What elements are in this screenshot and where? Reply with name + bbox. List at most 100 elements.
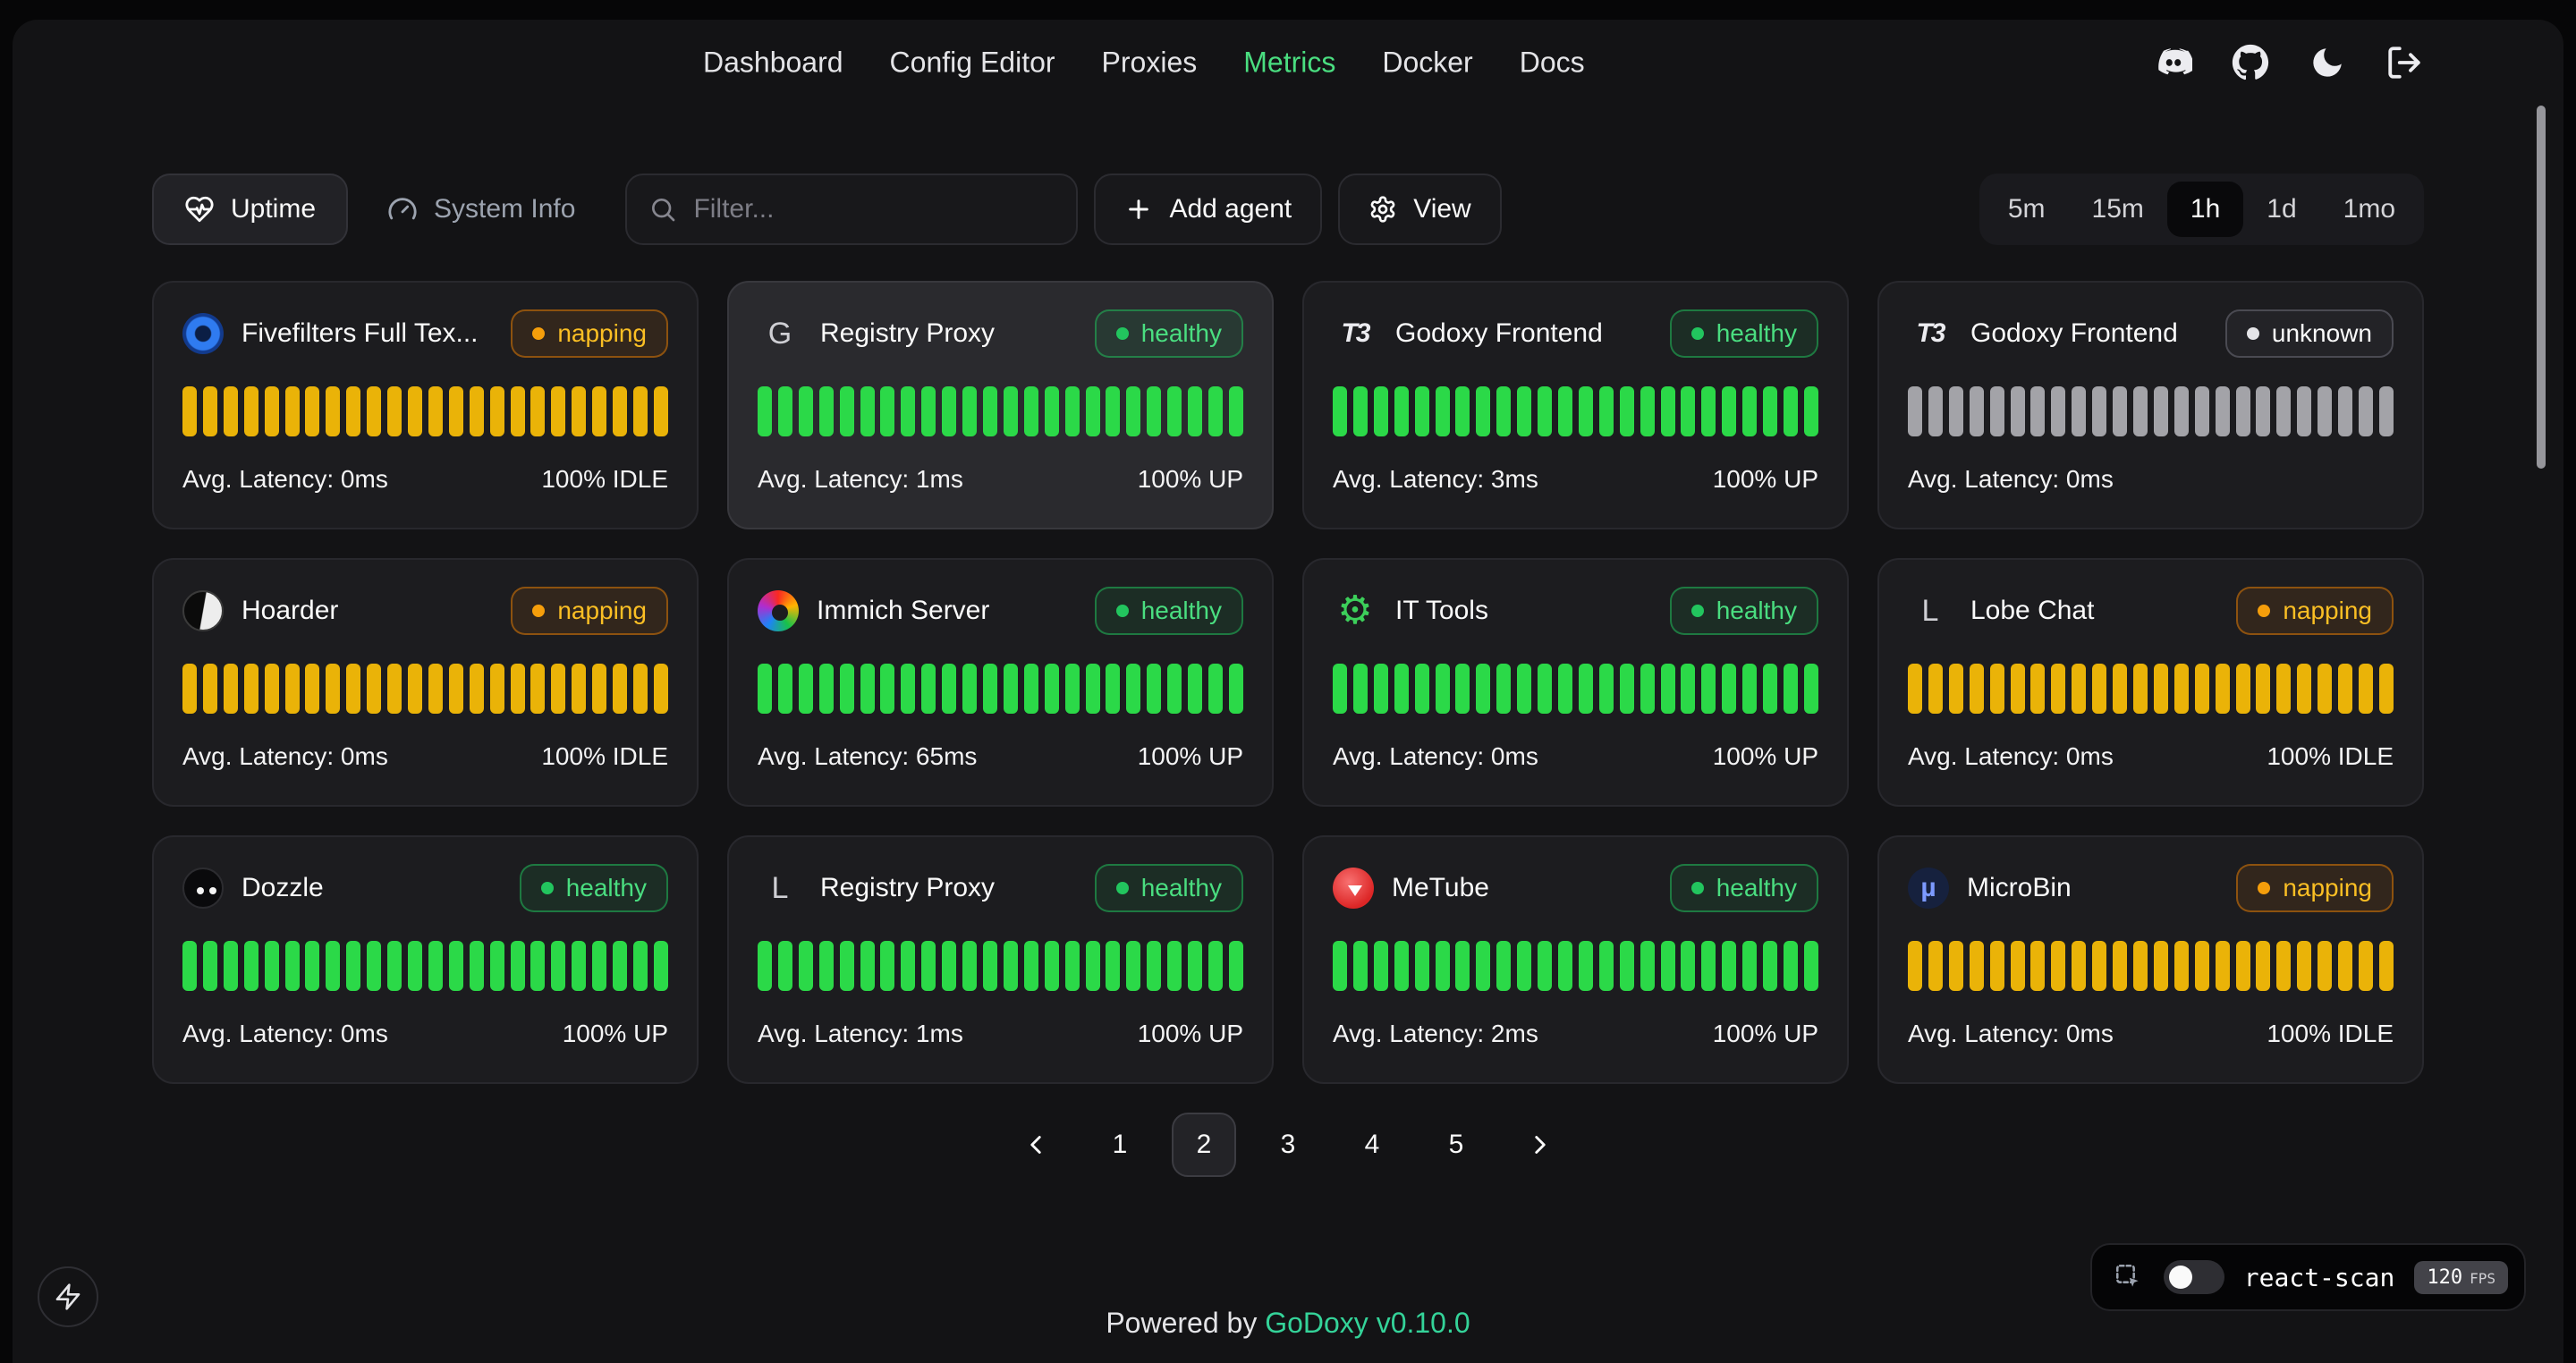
service-name: Godoxy Frontend xyxy=(1970,318,2178,348)
it-tools-logo: ⚙ xyxy=(1337,588,1373,632)
service-card-metube[interactable]: MeTube healthy Avg. Latency: 2ms 100% UP xyxy=(1302,835,1849,1084)
uptime-bar xyxy=(921,386,936,436)
card-header: Immich Server healthy xyxy=(758,587,1243,635)
uptime-bar xyxy=(264,941,279,991)
pagination-next-button[interactable] xyxy=(1508,1113,1572,1177)
uptime-bar xyxy=(758,941,772,991)
pagination-page-2[interactable]: 2 xyxy=(1172,1113,1236,1177)
uptime-bar xyxy=(2358,664,2373,714)
add-agent-button[interactable]: Add agent xyxy=(1094,174,1323,245)
nav-item-proxies[interactable]: Proxies xyxy=(1101,46,1198,79)
nav-item-metrics[interactable]: Metrics xyxy=(1243,46,1336,79)
uptime-bar xyxy=(880,941,895,991)
inspect-icon[interactable] xyxy=(2114,1262,2144,1292)
time-range-1mo[interactable]: 1mo xyxy=(2320,182,2419,237)
time-range-1h[interactable]: 1h xyxy=(2166,182,2244,237)
latency-text: Avg. Latency: 1ms xyxy=(758,1020,963,1047)
nav-item-dashboard[interactable]: Dashboard xyxy=(703,46,843,79)
uptime-bar xyxy=(1640,941,1655,991)
time-range-1d[interactable]: 1d xyxy=(2243,182,2319,237)
uptime-bars xyxy=(758,664,1243,714)
uptime-bar xyxy=(1147,386,1162,436)
card-header: L Registry Proxy healthy xyxy=(758,864,1243,912)
tab-system-info[interactable]: System Info xyxy=(355,174,607,245)
card-header: MeTube healthy xyxy=(1333,864,1818,912)
uptime-bar xyxy=(1352,664,1368,714)
service-card-registry-proxy[interactable]: L Registry Proxy healthy Avg. Latency: 1ms 1… xyxy=(727,835,1274,1084)
service-card-fivefilters-full-tex[interactable]: Fivefilters Full Tex... napping Avg. Laten… xyxy=(152,281,699,529)
tab-label: Uptime xyxy=(231,194,317,224)
nav-item-docs[interactable]: Docs xyxy=(1519,46,1585,79)
uptime-bar xyxy=(2276,941,2292,991)
pagination-page-4[interactable]: 4 xyxy=(1340,1113,1404,1177)
immich-logo xyxy=(758,590,799,631)
uptime-bar xyxy=(551,664,566,714)
uptime-bar xyxy=(1126,941,1141,991)
nav-item-config-editor[interactable]: Config Editor xyxy=(889,46,1055,79)
react-scan-toggle[interactable] xyxy=(2163,1260,2224,1294)
theme-moon-icon[interactable] xyxy=(2308,43,2347,82)
uptime-bar xyxy=(264,386,279,436)
status-badge: healthy xyxy=(519,864,668,912)
uptime-bar xyxy=(1578,386,1593,436)
uptime-bar xyxy=(1640,386,1655,436)
status-dot-icon xyxy=(1690,327,1704,340)
service-card-immich-server[interactable]: Immich Server healthy Avg. Latency: 65ms 10… xyxy=(727,558,1274,807)
pagination-page-5[interactable]: 5 xyxy=(1424,1113,1488,1177)
zap-button[interactable] xyxy=(38,1266,98,1327)
uptime-bar xyxy=(901,664,916,714)
service-card-godoxy-frontend[interactable]: T3 Godoxy Frontend unknown Avg. Latency: 0m… xyxy=(1877,281,2424,529)
uptime-bar xyxy=(284,386,300,436)
uptime-text: 100% UP xyxy=(1712,1020,1818,1047)
card-footer: Avg. Latency: 1ms 100% UP xyxy=(758,1020,1243,1048)
tab-uptime[interactable]: Uptime xyxy=(152,174,349,245)
uptime-bar xyxy=(1701,664,1716,714)
uptime-bar xyxy=(1722,941,1737,991)
uptime-bar xyxy=(2318,386,2333,436)
service-name: Godoxy Frontend xyxy=(1395,318,1603,348)
service-card-registry-proxy[interactable]: G Registry Proxy healthy Avg. Latency: 1ms 1… xyxy=(727,281,1274,529)
service-card-it-tools[interactable]: ⚙ IT Tools healthy Avg. Latency: 0ms 100% UP xyxy=(1302,558,1849,807)
latency-text: Avg. Latency: 0ms xyxy=(1908,742,2114,770)
nav-item-docker[interactable]: Docker xyxy=(1382,46,1473,79)
uptime-bar xyxy=(1803,664,1818,714)
card-header: ⚙ IT Tools healthy xyxy=(1333,587,1818,635)
pagination-page-3[interactable]: 3 xyxy=(1256,1113,1320,1177)
scrollbar-thumb[interactable] xyxy=(2537,106,2546,469)
uptime-bar xyxy=(2318,941,2333,991)
uptime-bar xyxy=(1517,664,1532,714)
time-range-15m[interactable]: 15m xyxy=(2069,182,2167,237)
github-icon[interactable] xyxy=(2231,43,2270,82)
service-card-dozzle[interactable]: Dozzle healthy Avg. Latency: 0ms 100% UP xyxy=(152,835,699,1084)
latency-text: Avg. Latency: 3ms xyxy=(1333,465,1538,493)
pagination-prev-button[interactable] xyxy=(1004,1113,1068,1177)
status-dot-icon xyxy=(2258,605,2271,617)
status-dot-icon xyxy=(1690,605,1704,617)
uptime-bar xyxy=(1085,664,1100,714)
discord-icon[interactable] xyxy=(2154,43,2193,82)
godoxy-brand-link[interactable]: GoDoxy xyxy=(1265,1307,1368,1339)
uptime-bar xyxy=(1783,664,1798,714)
filter-input[interactable] xyxy=(693,194,1055,224)
uptime-bar xyxy=(2297,941,2312,991)
service-card-microbin[interactable]: µ MicroBin napping Avg. Latency: 0ms 100% ID… xyxy=(1877,835,2424,1084)
pagination-page-1[interactable]: 1 xyxy=(1088,1113,1152,1177)
uptime-bar xyxy=(592,664,607,714)
uptime-bar xyxy=(530,664,546,714)
view-button[interactable]: View xyxy=(1338,174,1502,245)
uptime-bar xyxy=(326,386,341,436)
service-card-hoarder[interactable]: Hoarder napping Avg. Latency: 0ms 100% IDLE xyxy=(152,558,699,807)
logout-icon[interactable] xyxy=(2385,43,2424,82)
service-card-lobe-chat[interactable]: L Lobe Chat napping Avg. Latency: 0ms 100% I… xyxy=(1877,558,2424,807)
uptime-bar xyxy=(2276,664,2292,714)
uptime-bars xyxy=(1333,941,1818,991)
status-dot-icon xyxy=(540,882,554,894)
time-range-5m[interactable]: 5m xyxy=(1985,182,2069,237)
uptime-bar xyxy=(1106,941,1121,991)
service-card-godoxy-frontend[interactable]: T3 Godoxy Frontend healthy Avg. Latency: 3m… xyxy=(1302,281,1849,529)
uptime-bar xyxy=(2194,664,2209,714)
uptime-bar xyxy=(1147,941,1162,991)
uptime-bar xyxy=(1640,664,1655,714)
card-footer: Avg. Latency: 0ms 100% UP xyxy=(1333,742,1818,771)
uptime-bar xyxy=(1188,386,1203,436)
